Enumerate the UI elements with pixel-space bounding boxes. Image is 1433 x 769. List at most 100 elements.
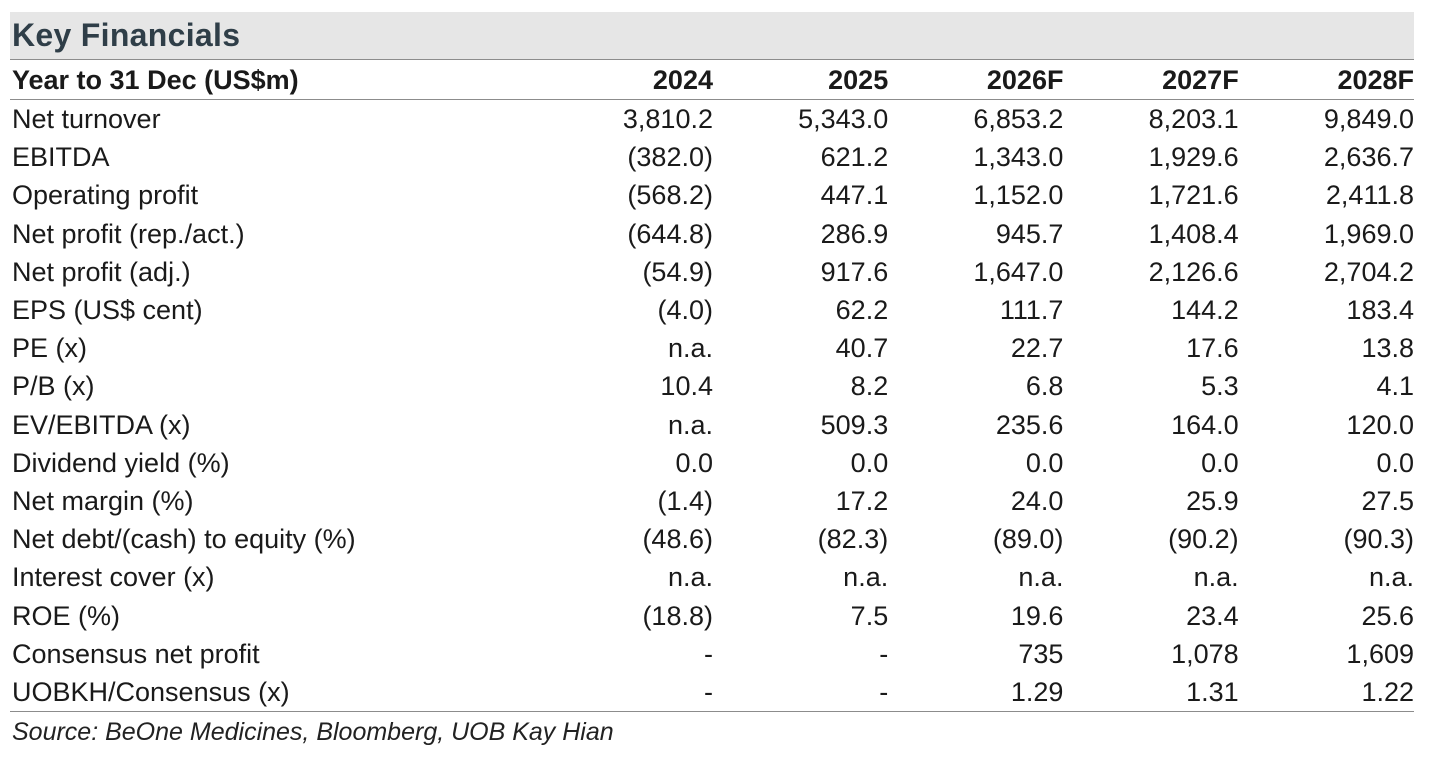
table-row: UOBKH/Consensus (x) - -1.29 1.31 1.22 xyxy=(10,672,1414,712)
table-row: P/B (x) 10.4 8.2 6.8 5.3 4.1 xyxy=(10,367,1414,405)
header-year: 2026F xyxy=(888,60,1064,100)
table-cell: n.a. xyxy=(1368,562,1414,593)
table-cell: 62.2 xyxy=(835,295,889,326)
table-row: Net turnover 3,810.2 5,343.0 6,853.2 8,203.1… xyxy=(10,100,1414,139)
table-cell: 735 xyxy=(1018,638,1064,669)
table-cell: 286.9 xyxy=(820,218,889,249)
table-cell: 917.6 xyxy=(820,256,889,287)
table-cell: 144.2 xyxy=(1171,295,1239,326)
table-cell: n.a. xyxy=(1193,562,1239,593)
table-cell: 164.0 xyxy=(1171,409,1239,440)
table-cell: n.a. xyxy=(667,562,713,593)
financials-table: Year to 31 Dec (US$m) 2024 2025 2026F 20… xyxy=(10,60,1414,712)
table-cell: - xyxy=(879,638,889,669)
table-cell: 7.5 xyxy=(850,600,889,631)
table-cell: 2,411.8 xyxy=(1325,180,1414,211)
row-label: P/B (x) xyxy=(12,371,95,402)
table-cell: n.a. xyxy=(667,409,713,440)
table-cell: 1,929.6 xyxy=(1148,142,1239,173)
row-label: Consensus net profit xyxy=(12,638,260,669)
row-label: EPS (US$ cent) xyxy=(12,295,203,326)
table-cell: 6.8 xyxy=(1025,371,1064,402)
table-cell: n.a. xyxy=(667,333,713,364)
table-row: Operating profit (568.2) 447.1 1,152.0 1,721… xyxy=(10,176,1414,214)
table-cell: 1,721.6 xyxy=(1148,180,1239,211)
row-label: Dividend yield (%) xyxy=(12,447,230,478)
table-cell: (90.3) xyxy=(1343,524,1414,555)
table-cell: 0.0 xyxy=(675,447,713,478)
table-cell: 19.6 xyxy=(1010,600,1064,631)
table-cell: 25.9 xyxy=(1186,485,1239,516)
table-cell: - xyxy=(537,672,713,712)
table-cell: 235.6 xyxy=(995,409,1064,440)
table-row: Net profit (adj.) (54.9) 917.6 1,647.0 2,126… xyxy=(10,253,1414,291)
row-label: Operating profit xyxy=(12,180,199,211)
table-row: ROE (%) (18.8) 7.5 19.6 23.4 25.6 xyxy=(10,596,1414,634)
table-row: Interest cover (x) n.a. n.a. n.a. n.a. n.a. xyxy=(10,558,1414,596)
header-year: 2025 xyxy=(712,60,889,100)
row-label: Net debt/(cash) to equity (%) xyxy=(12,524,356,555)
table-body: Net turnover 3,810.2 5,343.0 6,853.2 8,203.1… xyxy=(10,100,1414,712)
table-cell: 24.0 xyxy=(1010,485,1064,516)
row-label: Net profit (adj.) xyxy=(12,256,191,287)
table-cell: 23.4 xyxy=(1186,600,1239,631)
table-row: Net profit (rep./act.) (644.8) 286.9 945.7 1… xyxy=(10,215,1414,253)
table-row: EBITDA (382.0) 621.2 1,343.0 1,929.6 2,636.7 xyxy=(10,138,1414,176)
table-cell: 447.1 xyxy=(820,180,889,211)
table-cell: 9,849.0 xyxy=(1323,104,1414,135)
table-row: Net margin (%) (1.4) 17.2 24.0 25.9 27.5 xyxy=(10,482,1414,520)
table-cell: 8.2 xyxy=(850,371,889,402)
table-cell: 25.6 xyxy=(1361,600,1414,631)
panel-title: Key Financials xyxy=(12,17,241,53)
row-label: Net margin (%) xyxy=(12,485,194,516)
table-cell: n.a. xyxy=(1018,562,1064,593)
table-cell: (1.4) xyxy=(657,485,713,516)
table-cell: n.a. xyxy=(843,562,889,593)
table-cell: 5.3 xyxy=(1201,371,1239,402)
table-cell: 1,969.0 xyxy=(1323,218,1414,249)
table-cell: 621.2 xyxy=(820,142,889,173)
table-cell: (18.8) xyxy=(642,600,713,631)
table-cell: 13.8 xyxy=(1361,333,1414,364)
table-cell: (568.2) xyxy=(627,180,713,211)
table-cell: 1,647.0 xyxy=(973,256,1064,287)
table-cell: (82.3) xyxy=(817,524,889,555)
row-label: Net profit (rep./act.) xyxy=(12,218,245,249)
table-cell: 2,636.7 xyxy=(1323,142,1414,173)
title-bar: Key Financials xyxy=(10,12,1414,60)
table-cell: 2,126.6 xyxy=(1148,256,1239,287)
table-cell: 17.2 xyxy=(835,485,889,516)
table-cell: 4.1 xyxy=(1376,371,1414,402)
table-cell: (644.8) xyxy=(627,218,713,249)
table-row: Net debt/(cash) to equity (%) (48.6) (82.3… xyxy=(10,520,1414,558)
table-row: EV/EBITDA (x) n.a. 509.3 235.6 164.0 120.0 xyxy=(10,406,1414,444)
table-row: PE (x) n.a. 40.7 22.7 17.6 13.8 xyxy=(10,329,1414,367)
table-cell: 5,343.0 xyxy=(798,104,889,135)
row-label: EBITDA xyxy=(12,142,110,173)
table-cell: 1,609 xyxy=(1346,638,1414,669)
table-cell: 1,408.4 xyxy=(1148,218,1239,249)
table-cell: - xyxy=(703,638,713,669)
header-row: Year to 31 Dec (US$m) 2024 2025 2026F 20… xyxy=(10,60,1414,100)
table-cell: (4.0) xyxy=(657,295,713,326)
table-cell: (48.6) xyxy=(642,524,713,555)
table-cell: 22.7 xyxy=(1010,333,1064,364)
table-cell: 0.0 xyxy=(850,447,889,478)
header-year: 2027F xyxy=(1063,60,1239,100)
table-cell: 1.22 xyxy=(1238,672,1414,712)
table-cell: 1,152.0 xyxy=(973,180,1064,211)
table-cell: - xyxy=(712,672,889,712)
table-cell: 0.0 xyxy=(1025,447,1064,478)
key-financials-panel: Key Financials Year to 31 Dec (US$m) 202… xyxy=(10,12,1414,747)
row-label: ROE (%) xyxy=(12,600,120,631)
table-cell: 2,704.2 xyxy=(1323,256,1414,287)
table-cell: 0.0 xyxy=(1376,447,1414,478)
table-cell: (54.9) xyxy=(642,256,713,287)
table-cell: 1,078 xyxy=(1171,638,1239,669)
table-cell: 40.7 xyxy=(835,333,889,364)
table-cell: 6,853.2 xyxy=(973,104,1064,135)
row-label: PE (x) xyxy=(12,333,88,364)
header-label: Year to 31 Dec (US$m) xyxy=(10,60,538,100)
row-label: Interest cover (x) xyxy=(12,562,215,593)
table-cell: 1.31 xyxy=(1063,672,1239,712)
